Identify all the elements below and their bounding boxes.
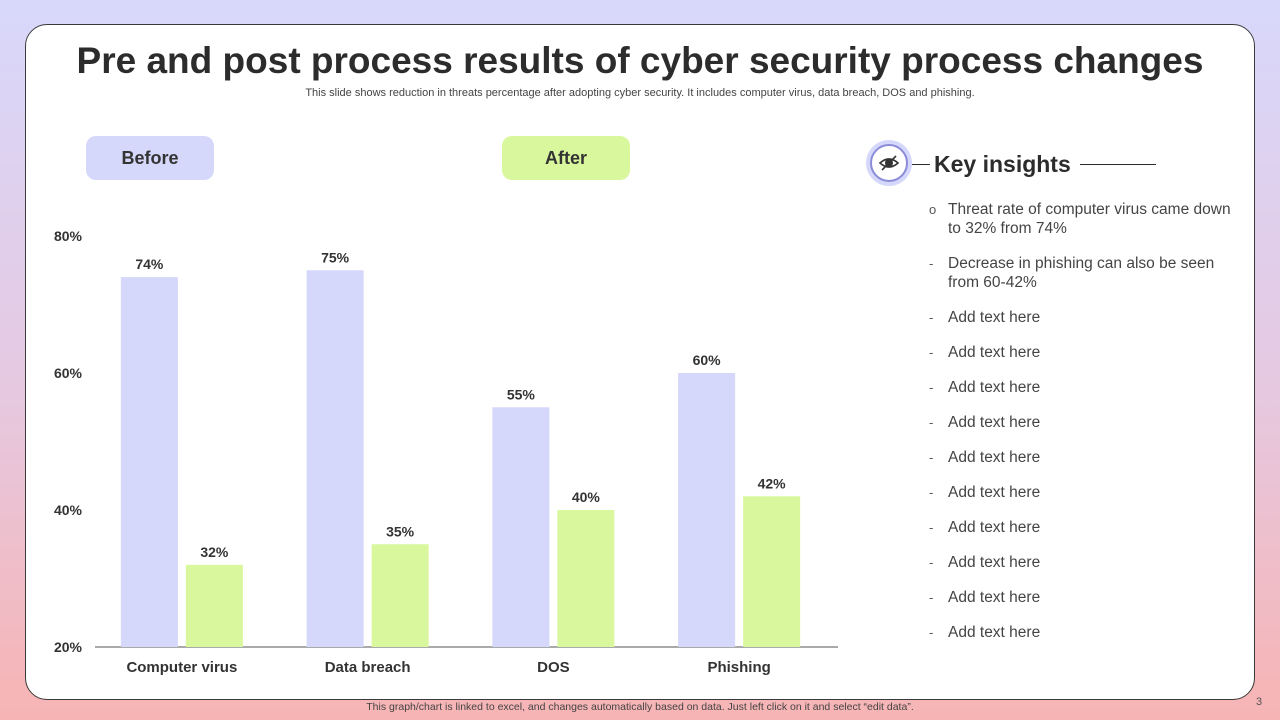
insight-item: - Add text here [926,448,1246,467]
insights-divider [1080,164,1156,165]
insight-item: - Add text here [926,378,1246,397]
x-tick-label: Data breach [325,659,411,676]
insight-item: - Add text here [926,308,1246,327]
data-label: 32% [200,544,229,560]
footer-note: This graph/chart is linked to excel, and… [366,701,914,713]
y-tick-label: 80% [54,228,83,244]
legend-before-label: Before [121,147,179,168]
page-title: Pre and post process results of cyber se… [76,40,1204,81]
insight-bullet: - [929,625,934,640]
bar-before [492,407,550,647]
bar-after [185,564,243,647]
bar-before [306,270,364,647]
data-label: 42% [758,475,787,491]
insight-text: Add text here [948,414,1041,431]
insight-bullet: - [929,310,934,325]
insight-bullet: o [929,202,937,217]
x-tick-label: Phishing [707,659,770,676]
bar-after [743,496,801,647]
insight-text: Threat rate of computer virus came down … [948,201,1231,237]
x-tick-label: DOS [537,659,570,676]
insight-item: - Add text here [926,483,1246,502]
bar-after [557,510,615,647]
insight-bullet: - [929,450,934,465]
insight-item: - Add text here [926,343,1246,362]
bar-before [678,373,736,647]
data-label: 60% [693,352,722,368]
page-number: 3 [1256,696,1263,708]
insight-item: - Add text here [926,413,1246,432]
insight-item: - Add text here [926,623,1246,642]
insight-bullet: - [929,380,934,395]
insight-bullet: - [929,345,934,360]
insight-item: o Threat rate of computer virus came down… [926,200,1246,238]
insights-connector [912,164,930,165]
insight-text: Add text here [948,554,1041,571]
data-label: 55% [507,386,536,402]
insight-item: - Add text here [926,553,1246,572]
legend-after: After [502,136,630,180]
insight-text: Decrease in phishing can also be seen fr… [948,255,1215,291]
insight-bullet: - [929,256,934,271]
insights-title: Key insights [934,151,1071,177]
insight-bullet: - [929,520,934,535]
bar-before [120,277,178,647]
insight-bullet: - [929,415,934,430]
data-label: 40% [572,489,601,505]
insight-text: Add text here [948,379,1041,396]
insight-text: Add text here [948,624,1041,641]
insight-bullet: - [929,590,934,605]
data-label: 75% [321,249,350,265]
insight-text: Add text here [948,344,1041,361]
insights-list: o Threat rate of computer virus came down… [926,200,1246,658]
y-tick-label: 60% [54,365,83,381]
insight-bullet: - [929,555,934,570]
y-tick-label: 40% [54,502,83,518]
legend-after-label: After [544,147,587,168]
insight-item: - Decrease in phishing can also be seen f… [926,254,1246,292]
page-subtitle: This slide shows reduction in threats pe… [305,87,975,99]
insight-bullet: - [929,485,934,500]
insight-text: Add text here [948,519,1041,536]
bar-after [371,544,429,647]
insight-item: - Add text here [926,588,1246,607]
x-tick-label: Computer virus [126,659,237,676]
data-label: 35% [386,523,415,539]
insight-text: Add text here [948,449,1041,466]
insight-text: Add text here [948,309,1041,326]
y-tick-label: 20% [54,639,83,655]
legend-before: Before [86,136,214,180]
insight-item: - Add text here [926,518,1246,537]
insight-text: Add text here [948,589,1041,606]
insight-text: Add text here [948,484,1041,501]
data-label: 74% [135,256,164,272]
eye-icon [866,140,912,186]
